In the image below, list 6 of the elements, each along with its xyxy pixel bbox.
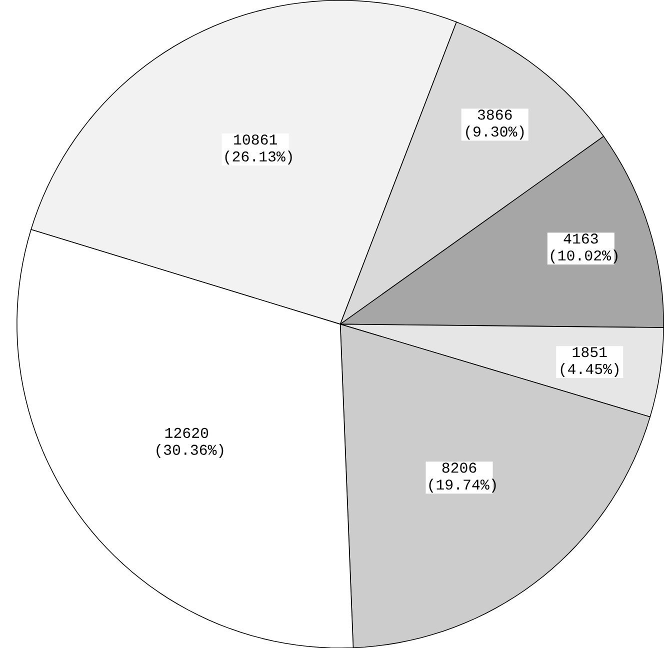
data-label: 12620 (30.36%): [156, 428, 224, 458]
data-label: 3866 (9.30%): [466, 109, 524, 140]
data-label: 10861 (26.13%): [225, 134, 292, 164]
data-label: 1851 (4.45%): [560, 346, 618, 377]
data-label: 8206 (19.74%): [429, 462, 496, 492]
data-label: 4163 (10.02%): [550, 233, 618, 264]
